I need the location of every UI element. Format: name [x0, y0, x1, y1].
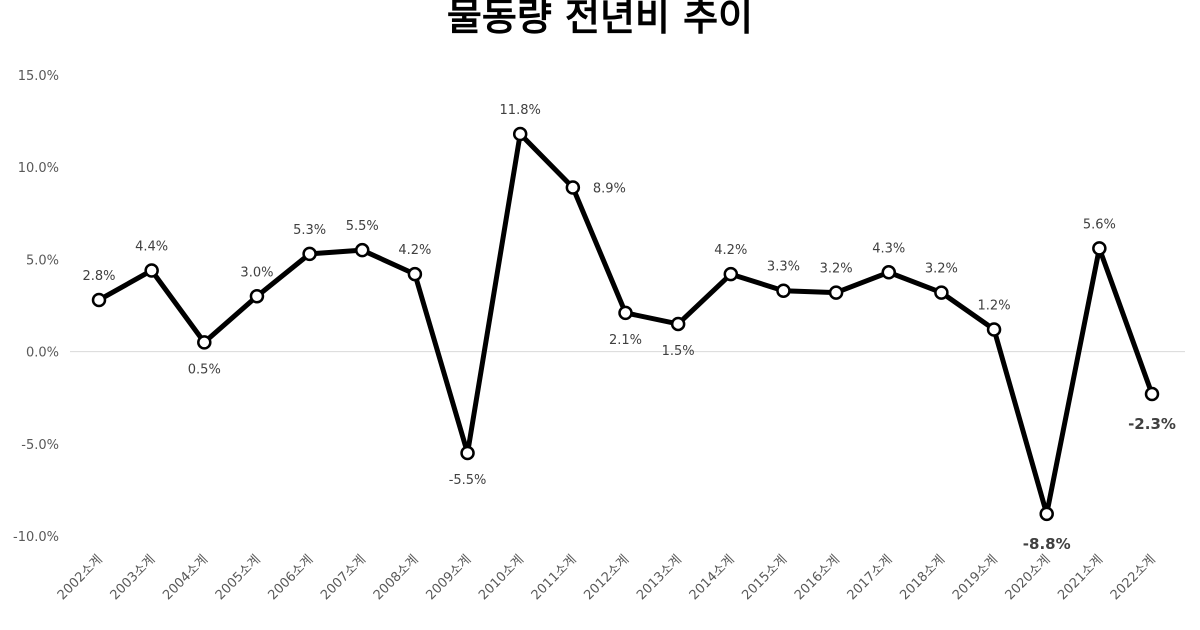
data-point: [723, 266, 739, 282]
data-point: [934, 285, 949, 300]
data-point: [460, 445, 475, 461]
data-label: -2.3%: [1128, 415, 1176, 433]
y-tick-label: -10.0%: [13, 530, 59, 545]
x-tick-label: 2005소계: [213, 552, 264, 603]
data-point: [144, 263, 159, 278]
y-tick-label: 0.0%: [26, 346, 59, 361]
x-tick-label: 2009소계: [423, 552, 474, 603]
data-label: -5.5%: [449, 473, 487, 488]
data-label: 11.8%: [500, 103, 541, 118]
y-tick-label: -5.0%: [21, 438, 59, 453]
data-point: [618, 305, 633, 321]
y-tick-label: 10.0%: [18, 161, 59, 176]
data-point: [249, 289, 265, 304]
data-label: 1.5%: [662, 344, 695, 359]
x-tick-label: 2006소계: [266, 552, 317, 603]
data-point: [881, 265, 896, 280]
data-label: 0.5%: [188, 362, 221, 377]
x-tick-label: 2018소계: [897, 552, 948, 603]
data-point: [302, 246, 317, 262]
data-point: [91, 292, 107, 308]
y-tick-label: 15.0%: [18, 69, 59, 84]
data-label: 3.2%: [820, 262, 853, 277]
data-point: [986, 322, 1002, 337]
x-tick-label: 2007소계: [318, 552, 369, 603]
x-tick-label: 2002소계: [55, 552, 106, 603]
data-point: [1039, 506, 1054, 522]
data-point: [407, 266, 423, 282]
y-tick-label: 5.0%: [26, 253, 59, 268]
x-axis: 2002소계 2003소계 2004소계 2005소계 2006소계 2007소계 2008…: [55, 552, 1159, 603]
data-label: 5.3%: [293, 223, 326, 238]
x-tick-label: 2021소계: [1055, 552, 1106, 603]
x-tick-label: 2020소계: [1003, 552, 1054, 603]
data-point: [565, 180, 581, 195]
data-label: 4.2%: [398, 243, 431, 258]
data-label: 2.1%: [609, 333, 642, 348]
data-point: [828, 285, 844, 300]
data-label: 5.5%: [346, 219, 379, 234]
x-tick-label: 2015소계: [739, 552, 790, 603]
data-point: [355, 242, 370, 258]
data-label: 3.0%: [240, 265, 273, 280]
x-tick-label: 2022소계: [1108, 552, 1159, 603]
data-point: [1092, 241, 1107, 256]
x-tick-label: 2013소계: [634, 552, 685, 603]
data-label: -8.8%: [1023, 535, 1071, 553]
x-tick-label: 2019소계: [950, 552, 1001, 603]
x-tick-label: 2004소계: [160, 552, 211, 603]
data-label: 3.2%: [925, 262, 958, 277]
data-label: 1.2%: [978, 298, 1011, 313]
chart-title: 물동량 전년비 추이: [447, 0, 753, 39]
data-point: [670, 316, 686, 332]
data-label: 4.4%: [135, 239, 168, 254]
data-point: [512, 126, 528, 142]
x-tick-label: 2003소계: [108, 552, 159, 603]
data-label: 3.3%: [767, 260, 800, 275]
data-label: 4.2%: [714, 243, 747, 258]
data-label: 5.6%: [1083, 217, 1116, 232]
data-point: [776, 283, 791, 298]
data-point: [1144, 386, 1160, 402]
x-tick-label: 2008소계: [371, 552, 422, 603]
x-tick-label: 2017소계: [845, 552, 896, 603]
x-tick-label: 2010소계: [476, 552, 527, 603]
x-tick-label: 2014소계: [687, 552, 738, 603]
data-point: [197, 335, 212, 350]
data-label: 4.3%: [872, 241, 905, 256]
x-tick-label: 2011소계: [529, 552, 580, 603]
plot-area: 2.8% 4.4% 0.5% 3.0% 5.3% 5.5% 4.2% -5.5% 11.8% 8.…: [70, 103, 1185, 553]
data-label: 2.8%: [82, 269, 115, 284]
x-tick-label: 2016소계: [792, 552, 843, 603]
x-tick-label: 2012소계: [581, 552, 632, 603]
data-label: 8.9%: [593, 181, 626, 196]
y-axis: 15.0% 10.0% 5.0% 0.0% -5.0% -10.0%: [13, 69, 59, 545]
